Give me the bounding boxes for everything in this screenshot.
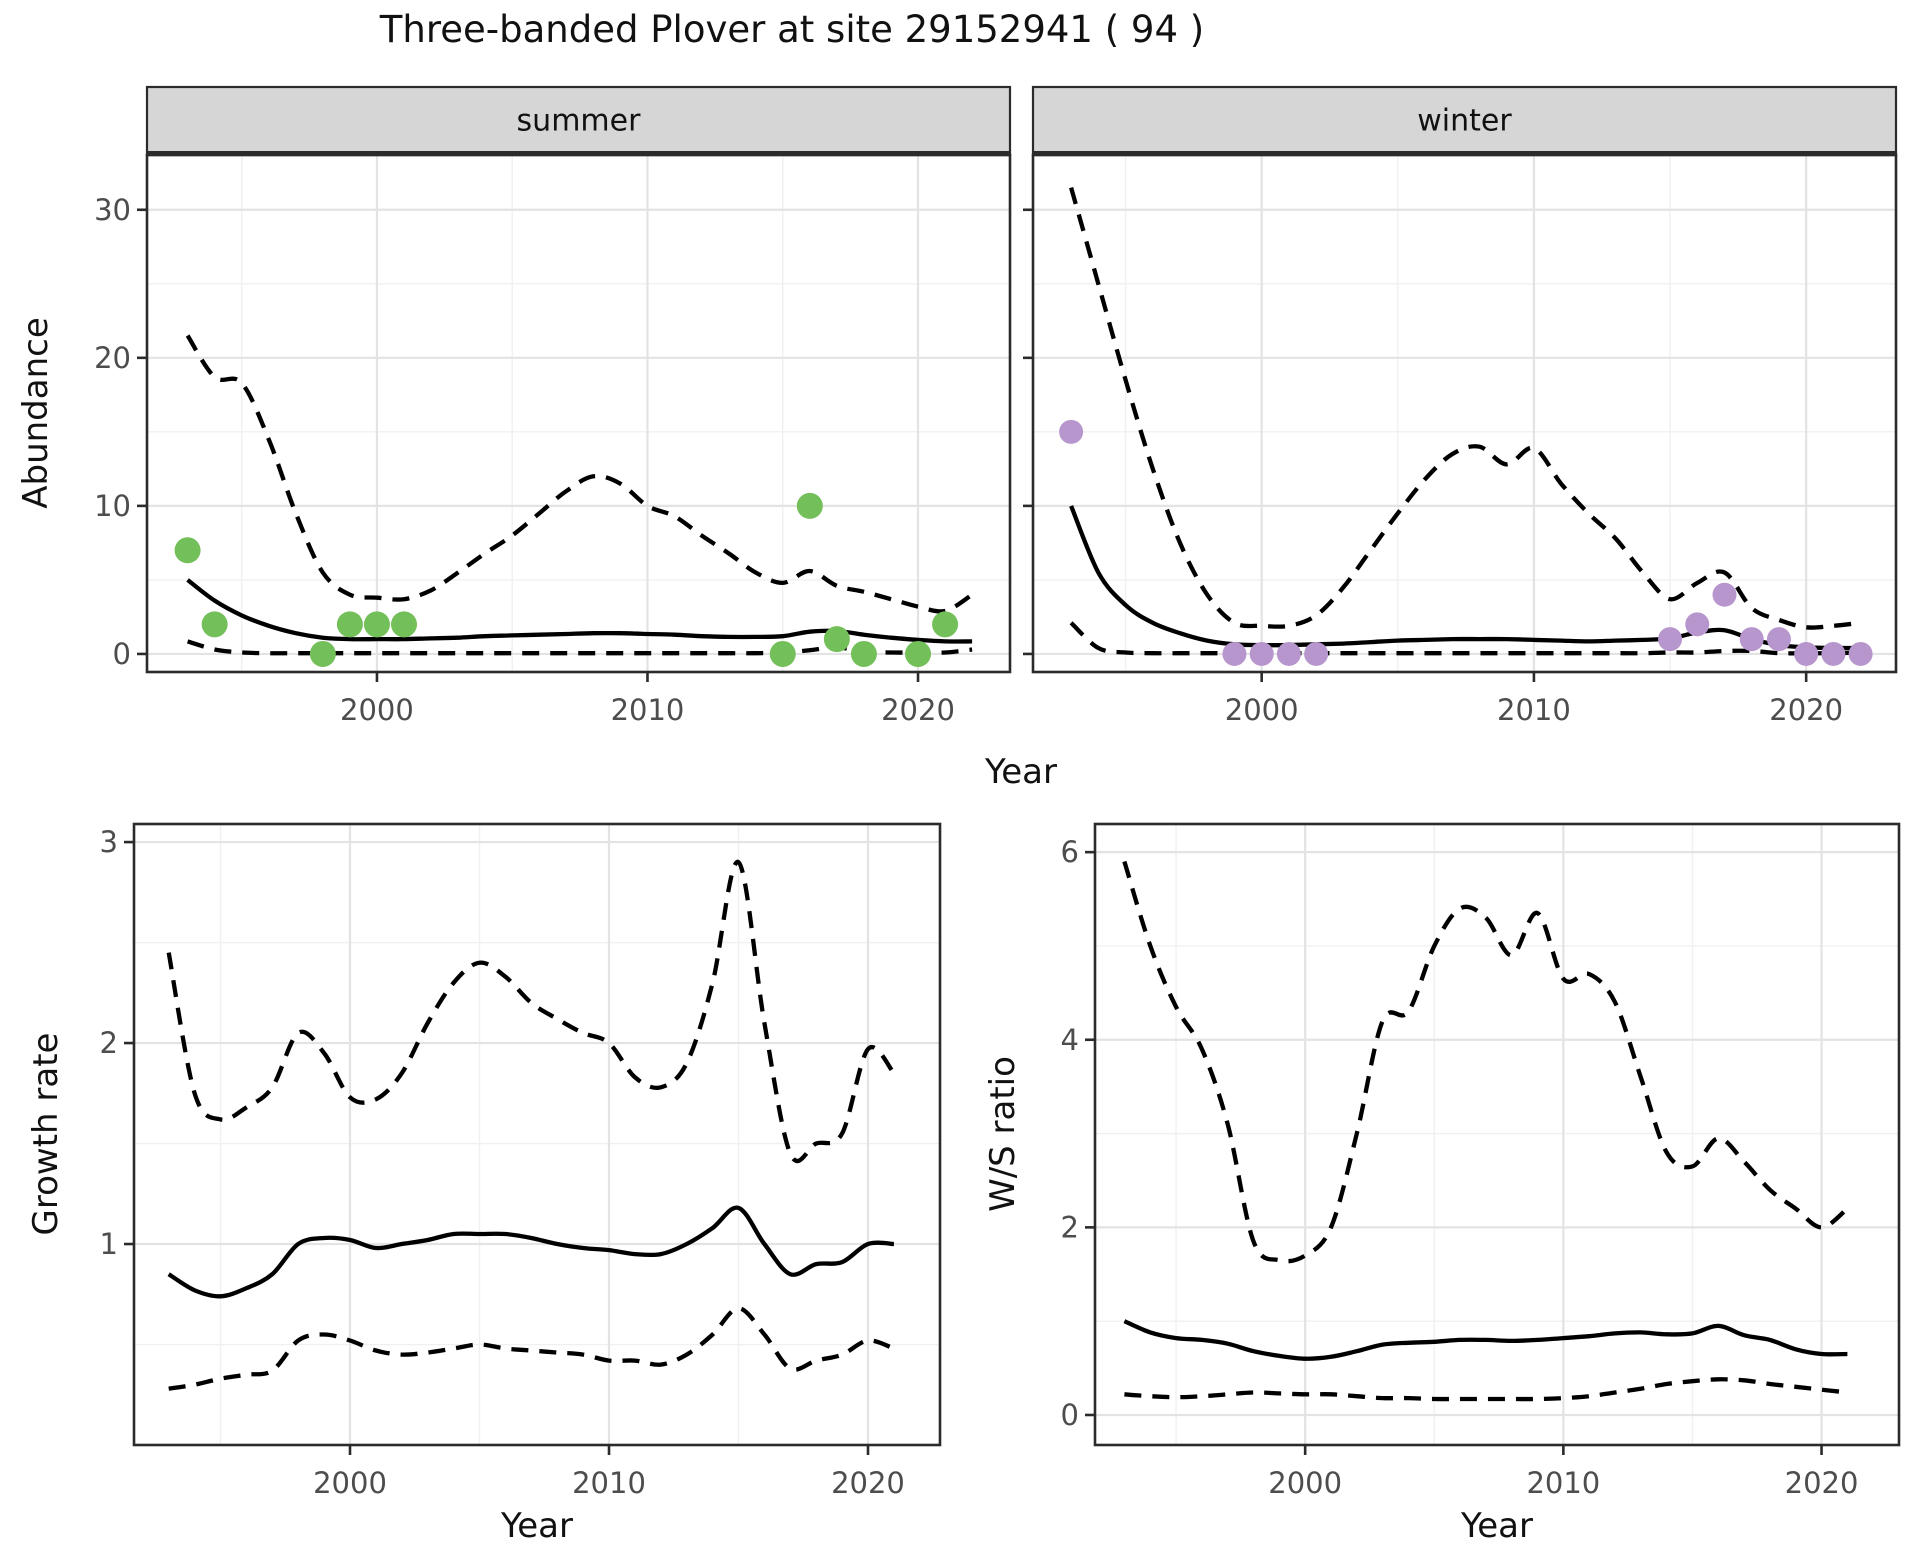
panel-summer: 2000 2010 2020 0 10 20 30 summer — [94, 85, 1012, 727]
observed-point — [1821, 641, 1846, 666]
growth-rate-upper-ci-line — [166, 860, 896, 1164]
ws-y-axis-title: W/S ratio — [983, 1056, 1023, 1212]
panel-w-s-ratio: 2000 2010 2020 0 2 4 6 — [1061, 822, 1901, 1500]
facet-strip-winter: winter — [1031, 85, 1898, 157]
ws-x-axis-title: Year — [1461, 1506, 1533, 1546]
grid-w-s-ratio — [1095, 824, 1899, 1445]
observed-point — [1685, 612, 1710, 637]
observed-point — [1712, 582, 1737, 607]
x-tick-label: 2000 — [340, 693, 414, 727]
observed-point — [336, 611, 363, 638]
y-tick-label: 2 — [1061, 1210, 1079, 1244]
grid-summer — [147, 155, 1010, 672]
observed-point — [823, 626, 850, 653]
data-layer-growth-rate — [166, 860, 896, 1391]
observed-point — [850, 640, 877, 667]
winter-upper-ci-line — [1069, 187, 1861, 630]
y-tick-label: 2 — [100, 1026, 118, 1060]
facet-strip-summer: summer — [145, 85, 1012, 157]
x-tick-label: 2020 — [1769, 693, 1843, 727]
axes-summer: 2000 2010 2020 0 10 20 30 — [94, 193, 955, 727]
observed-point — [1658, 627, 1683, 652]
observed-point — [1794, 641, 1819, 666]
axes-winter: 2000 2010 2020 — [1023, 208, 1843, 727]
observed-point — [796, 492, 823, 519]
x-tick-label: 2020 — [881, 693, 955, 727]
x-tick-label: 2010 — [1497, 693, 1571, 727]
y-tick-label: 3 — [100, 825, 118, 859]
abundance-axis-title: Abundance — [16, 317, 56, 509]
winter-mean-line — [1069, 505, 1861, 651]
x-tick-label: 2010 — [611, 693, 685, 727]
observed-point — [932, 611, 959, 638]
observed-point — [174, 537, 201, 564]
y-tick-label: 30 — [94, 193, 131, 227]
data-layer-summer — [174, 334, 974, 667]
observed-point — [1249, 641, 1274, 666]
observed-point — [1739, 627, 1764, 652]
growth-y-axis-title: Growth rate — [26, 1032, 66, 1236]
figure-title: Three-banded Plover at site 29152941 ( 9… — [379, 8, 1205, 51]
data-layer-w-s-ratio — [1122, 860, 1849, 1402]
y-tick-label: 10 — [94, 489, 131, 523]
x-tick-label: 2020 — [831, 1466, 905, 1500]
observed-point — [1848, 641, 1873, 666]
w-s-ratio-upper-ci-line — [1122, 860, 1849, 1264]
top-x-axis-title: Year — [985, 752, 1057, 792]
observed-point — [391, 611, 418, 638]
axes-growth-rate: 2000 2010 2020 1 2 3 — [100, 825, 905, 1500]
winter-lower-ci-line — [1069, 621, 1861, 656]
panel-winter: 2000 2010 2020 winter — [1023, 85, 1898, 727]
panel-growth-rate: 2000 2010 2020 1 2 3 — [100, 822, 942, 1500]
facet-strip-label: winter — [1417, 104, 1512, 139]
observed-point — [309, 640, 336, 667]
axes-w-s-ratio: 2000 2010 2020 0 2 4 6 — [1061, 835, 1859, 1500]
observed-point — [1059, 419, 1084, 444]
x-tick-label: 2000 — [313, 1466, 387, 1500]
growth-x-axis-title: Year — [501, 1506, 573, 1546]
panel-border-growth-rate — [132, 822, 942, 1447]
w-s-ratio-mean-line — [1123, 1319, 1848, 1361]
y-tick-label: 4 — [1061, 1023, 1079, 1057]
growth-rate-mean-line — [167, 1205, 895, 1299]
x-tick-label: 2000 — [1268, 1466, 1342, 1500]
x-tick-label: 2000 — [1225, 693, 1299, 727]
observed-point — [769, 640, 796, 667]
observed-point — [1276, 641, 1301, 666]
observed-point — [1304, 641, 1329, 666]
panel-border-w-s-ratio — [1093, 822, 1901, 1447]
y-tick-label: 0 — [1061, 1398, 1079, 1432]
observed-point — [1766, 627, 1791, 652]
y-tick-label: 6 — [1061, 835, 1079, 869]
w-s-ratio-lower-ci-line — [1124, 1377, 1848, 1402]
x-tick-label: 2010 — [1526, 1466, 1600, 1500]
observed-point — [363, 611, 390, 638]
facet-strip-label: summer — [517, 104, 642, 139]
x-tick-label: 2010 — [572, 1466, 646, 1500]
observed-point — [905, 640, 932, 667]
y-tick-label: 1 — [100, 1227, 118, 1261]
observed-point — [1222, 641, 1247, 666]
y-tick-label: 20 — [94, 341, 131, 375]
observed-point — [201, 611, 228, 638]
y-tick-label: 0 — [113, 637, 131, 671]
x-tick-label: 2020 — [1785, 1466, 1859, 1500]
data-layer-winter — [1059, 187, 1873, 666]
